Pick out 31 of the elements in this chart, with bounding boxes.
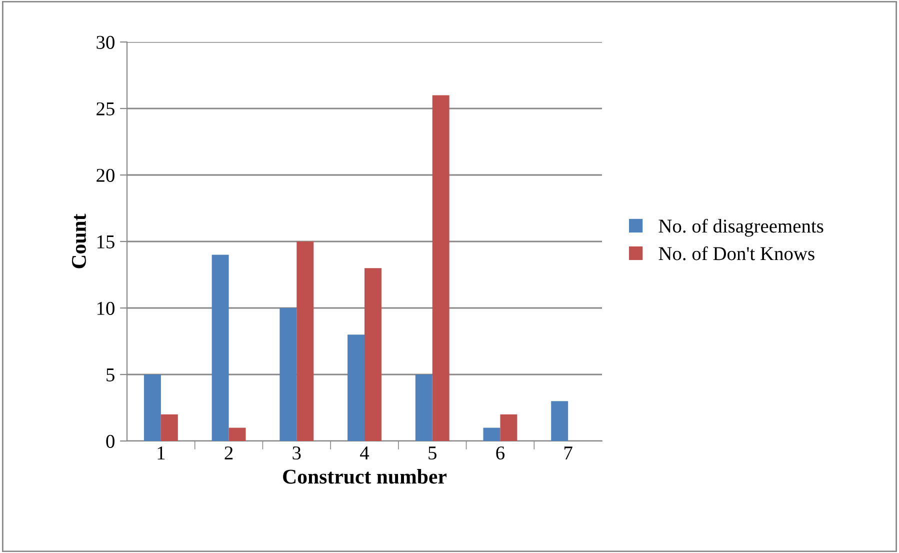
bar [296, 242, 314, 441]
x-tick-label: 7 [564, 446, 572, 460]
y-tick-label: 0 [106, 434, 114, 448]
y-tick-label: 5 [106, 368, 114, 382]
x-tick-label: 1 [158, 446, 165, 460]
y-tick-label: 20 [96, 168, 114, 182]
x-tick-label: 5 [428, 446, 436, 460]
y-tick-label: 15 [97, 235, 114, 248]
bar [212, 254, 229, 441]
bar [280, 308, 297, 441]
x-tick-label: 3 [292, 446, 301, 460]
x-axis-title: Construct number [283, 469, 447, 484]
x-tick-label: 6 [496, 446, 504, 460]
bar [415, 374, 432, 441]
x-tick-label: 4 [360, 446, 370, 460]
y-tick-label: 30 [96, 36, 114, 49]
bar [551, 401, 568, 441]
y-axis-title: Count [72, 214, 86, 268]
bar [432, 95, 450, 441]
legend-label: No. of Don't Knows [658, 246, 814, 260]
bar [348, 334, 364, 441]
x-tick-label: 2 [224, 446, 233, 460]
bar [483, 428, 500, 441]
bar [160, 414, 178, 441]
bar [364, 268, 382, 441]
y-tick-label: 25 [96, 102, 114, 116]
bar [144, 374, 161, 441]
bar [500, 414, 518, 441]
y-tick-label: 10 [97, 302, 114, 315]
bar [228, 428, 246, 441]
legend-label: No. of disagreements [658, 218, 824, 237]
